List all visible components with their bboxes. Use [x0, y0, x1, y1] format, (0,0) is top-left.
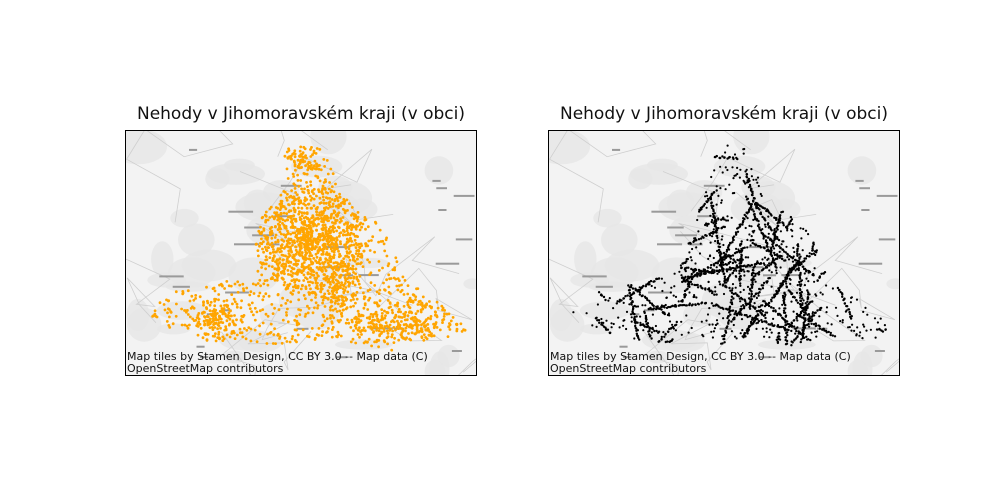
- accident-map-urban: [126, 131, 476, 375]
- attribution-line-1: Map tiles by Stamen Design, CC BY 3.0 --…: [127, 350, 428, 363]
- accident-map-rural: [549, 131, 899, 375]
- attribution-line-2: OpenStreetMap contributors: [550, 362, 707, 375]
- attribution-line-1: Map tiles by Stamen Design, CC BY 3.0 --…: [550, 350, 851, 363]
- map-attribution: Map tiles by Stamen Design, CC BY 3.0 --…: [127, 351, 428, 375]
- accident-dots: [572, 144, 887, 347]
- map-panel-rural: Nehody v Jihomoravském kraji (v obci) Ma…: [547, 100, 901, 378]
- map-panel-urban: Nehody v Jihomoravském kraji (v obci) Ma…: [124, 100, 478, 378]
- map-frame[interactable]: Map tiles by Stamen Design, CC BY 3.0 --…: [125, 130, 477, 376]
- map-title: Nehody v Jihomoravském kraji (v obci): [136, 104, 466, 124]
- map-attribution: Map tiles by Stamen Design, CC BY 3.0 --…: [550, 351, 851, 375]
- map-frame[interactable]: Map tiles by Stamen Design, CC BY 3.0 --…: [548, 130, 900, 376]
- accident-dots: [151, 145, 467, 352]
- map-title: Nehody v Jihomoravském kraji (v obci): [559, 104, 889, 124]
- attribution-line-2: OpenStreetMap contributors: [127, 362, 284, 375]
